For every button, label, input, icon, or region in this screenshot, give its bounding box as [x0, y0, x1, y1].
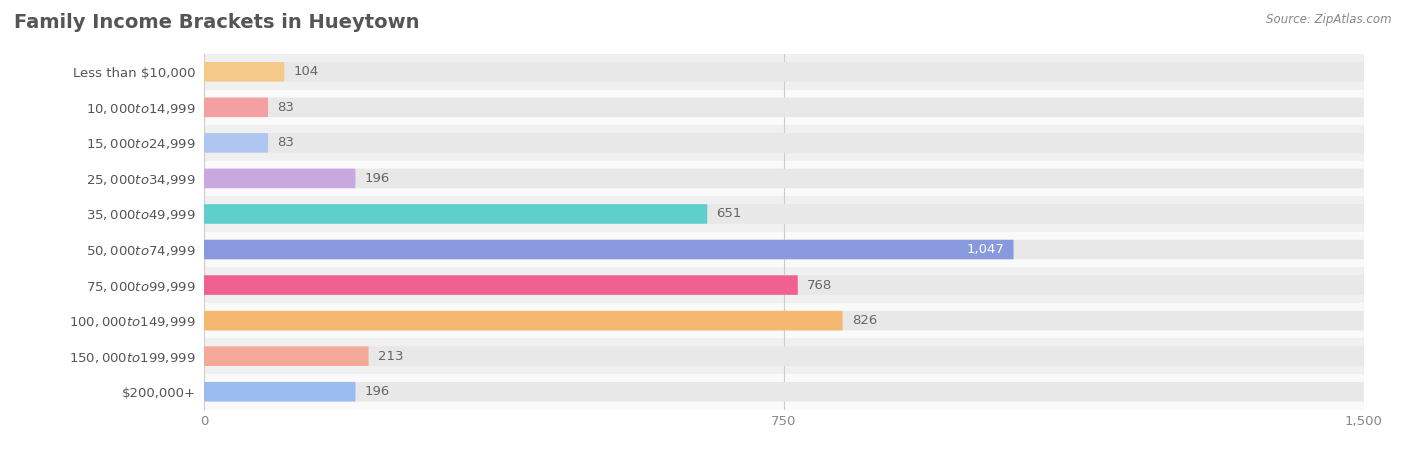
- Bar: [204, 90, 1364, 125]
- Text: 196: 196: [364, 385, 389, 398]
- FancyBboxPatch shape: [204, 133, 1364, 153]
- FancyBboxPatch shape: [204, 169, 356, 188]
- Text: 104: 104: [294, 65, 319, 78]
- FancyBboxPatch shape: [204, 275, 1364, 295]
- Text: 83: 83: [277, 136, 294, 149]
- Text: 651: 651: [717, 207, 742, 220]
- FancyBboxPatch shape: [204, 133, 269, 153]
- FancyBboxPatch shape: [204, 311, 1364, 330]
- FancyBboxPatch shape: [204, 382, 1364, 401]
- Text: 826: 826: [852, 314, 877, 327]
- Bar: [204, 374, 1364, 410]
- FancyBboxPatch shape: [204, 204, 1364, 224]
- FancyBboxPatch shape: [204, 311, 842, 330]
- Bar: [204, 54, 1364, 90]
- FancyBboxPatch shape: [204, 98, 269, 117]
- Text: 83: 83: [277, 101, 294, 114]
- FancyBboxPatch shape: [204, 346, 1364, 366]
- Bar: [204, 267, 1364, 303]
- FancyBboxPatch shape: [204, 240, 1014, 259]
- FancyBboxPatch shape: [204, 98, 1364, 117]
- Text: Source: ZipAtlas.com: Source: ZipAtlas.com: [1267, 14, 1392, 27]
- FancyBboxPatch shape: [204, 204, 707, 224]
- Text: 768: 768: [807, 279, 832, 292]
- Text: Family Income Brackets in Hueytown: Family Income Brackets in Hueytown: [14, 14, 419, 32]
- Text: 213: 213: [378, 350, 404, 363]
- FancyBboxPatch shape: [204, 382, 356, 401]
- FancyBboxPatch shape: [204, 62, 284, 81]
- FancyBboxPatch shape: [204, 62, 1364, 81]
- FancyBboxPatch shape: [204, 169, 1364, 188]
- FancyBboxPatch shape: [204, 275, 797, 295]
- Bar: [204, 196, 1364, 232]
- FancyBboxPatch shape: [204, 240, 1364, 259]
- Bar: [204, 232, 1364, 267]
- Bar: [204, 303, 1364, 338]
- Bar: [204, 161, 1364, 196]
- Bar: [204, 338, 1364, 374]
- FancyBboxPatch shape: [204, 346, 368, 366]
- Text: 196: 196: [364, 172, 389, 185]
- Text: 1,047: 1,047: [966, 243, 1004, 256]
- Bar: [204, 125, 1364, 161]
